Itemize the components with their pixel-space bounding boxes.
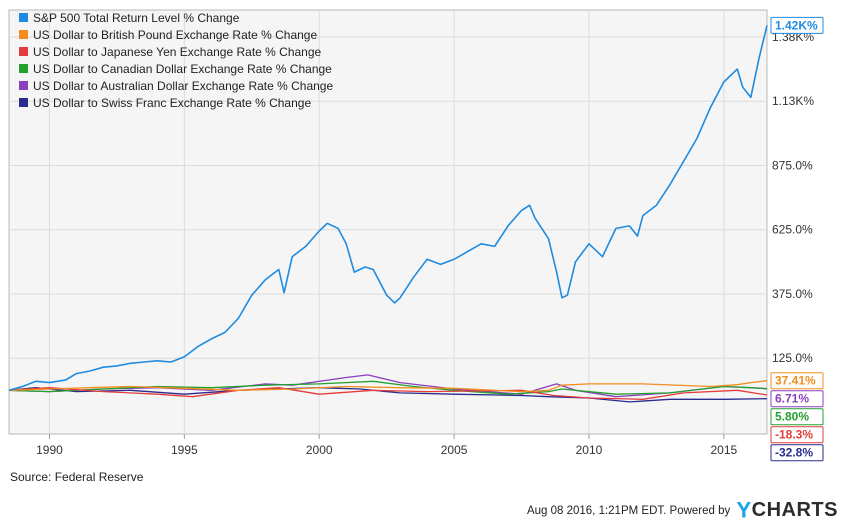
legend-label-jpy: US Dollar to Japanese Yen Exchange Rate … bbox=[33, 45, 322, 59]
ycharts-logo-y: Y bbox=[736, 498, 752, 523]
x-tick-label: 1995 bbox=[171, 443, 198, 457]
legend-swatch-cad bbox=[19, 64, 28, 73]
end-value-label-cad: 5.80% bbox=[775, 410, 809, 424]
x-tick-label: 1990 bbox=[36, 443, 63, 457]
end-value-label-jpy: -18.3% bbox=[775, 428, 813, 442]
legend-swatch-sp500 bbox=[19, 13, 28, 22]
legend-swatch-chf bbox=[19, 98, 28, 107]
end-value-box-sp500 bbox=[770, 16, 824, 34]
series-line-chf bbox=[8, 387, 768, 403]
legend-label-aud: US Dollar to Australian Dollar Exchange … bbox=[33, 79, 333, 93]
timestamp-label: Aug 08 2016, 1:21PM EDT. bbox=[526, 505, 667, 517]
series-line-jpy bbox=[8, 387, 768, 400]
legend-swatch-aud bbox=[19, 81, 28, 90]
end-value-box-cad bbox=[770, 408, 824, 426]
end-value-box-jpy bbox=[770, 426, 824, 444]
series-line-sp500 bbox=[8, 25, 768, 392]
y-tick-label: 625.0% bbox=[772, 223, 813, 237]
y-tick-label: 875.0% bbox=[772, 158, 813, 172]
series-line-gbp bbox=[8, 380, 768, 393]
powered-by-label: Powered by bbox=[669, 505, 731, 517]
legend-label-gbp: US Dollar to British Pound Exchange Rate… bbox=[33, 28, 317, 42]
end-value-box-gbp bbox=[770, 372, 824, 390]
ycharts-logo[interactable]: YCHARTS bbox=[736, 498, 838, 523]
legend-label-sp500: S&P 500 Total Return Level % Change bbox=[33, 11, 240, 25]
x-tick-label: 2015 bbox=[710, 443, 737, 457]
end-value-label-chf: -32.8% bbox=[775, 446, 813, 460]
legend-swatch-jpy bbox=[19, 47, 28, 56]
end-value-label-sp500: 1.42K% bbox=[775, 18, 818, 32]
legend-swatch-gbp bbox=[19, 30, 28, 39]
y-tick-label: 1.13K% bbox=[772, 94, 814, 108]
x-tick-label: 2000 bbox=[306, 443, 333, 457]
legend-label-chf: US Dollar to Swiss Franc Exchange Rate %… bbox=[33, 96, 311, 110]
end-value-label-gbp: 37.41% bbox=[775, 374, 816, 388]
end-value-box-chf bbox=[770, 444, 824, 462]
end-value-box-aud bbox=[770, 390, 824, 408]
x-tick-label: 2005 bbox=[441, 443, 468, 457]
legend-label-cad: US Dollar to Canadian Dollar Exchange Ra… bbox=[33, 62, 332, 76]
source-label: Source: Federal Reserve bbox=[10, 470, 144, 484]
footer: Aug 08 2016, 1:21PM EDT. Powered by YCHA… bbox=[527, 498, 838, 524]
y-tick-label: 375.0% bbox=[772, 287, 813, 301]
y-tick-label: 125.0% bbox=[772, 351, 813, 365]
end-value-label-aud: 6.71% bbox=[775, 392, 809, 406]
x-tick-label: 2010 bbox=[576, 443, 603, 457]
ycharts-logo-text: CHARTS bbox=[751, 499, 838, 522]
